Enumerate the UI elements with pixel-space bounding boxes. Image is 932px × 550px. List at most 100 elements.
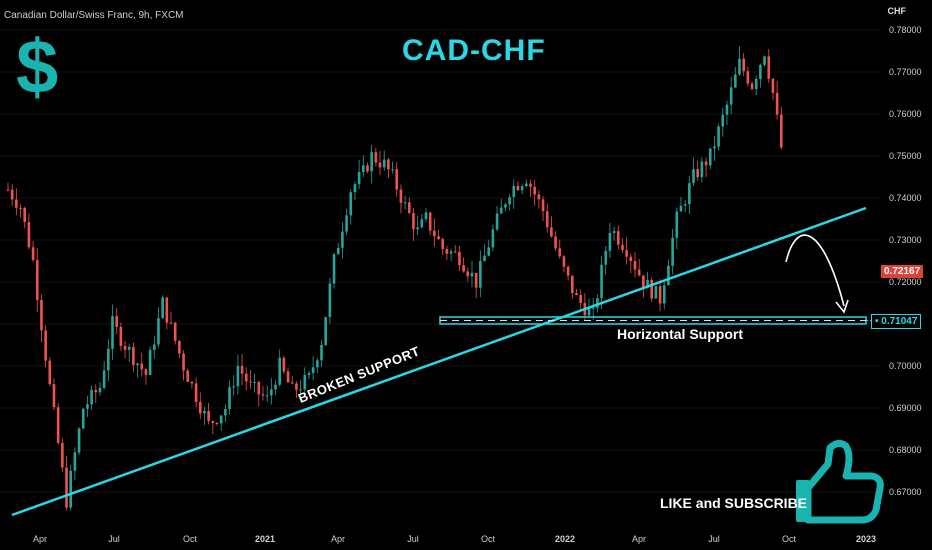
candle-body [299,389,302,391]
candle-body [224,409,227,416]
y-tick-label: 0.70000 [889,361,922,371]
candle-body [136,363,139,366]
candle-body [579,295,582,304]
grid-lines [0,29,880,493]
candle-body [642,275,645,289]
candle-body [470,272,474,277]
candle-body [679,205,683,212]
candle-body [621,244,624,251]
candle-body [499,207,503,214]
candle-body [596,298,599,308]
x-tick-label: Apr [33,534,47,544]
candle-body [295,383,298,390]
candle-body [637,269,641,276]
candle-body [374,152,378,163]
candle-body [211,421,215,423]
candle-body [754,78,758,89]
candle-body [658,286,662,304]
candle-body [19,207,22,209]
candle-body [173,322,177,341]
candle-body [362,165,365,172]
x-tick-label: 2021 [255,534,275,544]
trendline-broken-support [11,206,867,517]
candle-body [587,308,591,316]
candle-body [558,248,562,257]
candle-body [320,344,323,361]
candle-body [332,254,336,284]
candle-body [654,286,658,299]
candle-body [746,71,750,84]
candle-body [370,152,373,172]
candle-body [290,382,294,384]
candle-body [491,229,495,248]
candle-body [616,231,620,245]
candle-body [729,87,733,105]
candle-body [395,169,399,190]
candle-body [399,189,403,203]
y-tick-label: 0.73000 [889,235,922,245]
candle-body [537,194,541,200]
candle-body [349,192,353,216]
y-tick-label: 0.67000 [889,487,922,497]
candle-body [767,56,771,79]
candle-body [15,199,18,208]
like-subscribe-label: LIKE and SUBSCRIBE [660,495,808,511]
y-tick-label: 0.75000 [889,151,922,161]
candle-body [391,169,394,171]
y-tick-label: 0.78000 [889,25,922,35]
candle-body [625,250,628,257]
symbol-label: Canadian Dollar/Swiss Franc, 9h, FXCM [4,10,184,21]
candle-body [575,292,578,296]
currency-label: CHF [887,6,907,16]
candle-body [127,346,131,350]
candle-body [487,247,490,256]
candle-body [479,261,482,288]
candle-body [600,264,603,299]
candle-body [111,316,114,349]
candle-body [646,280,649,289]
candle-body [107,348,110,371]
candle-body [428,212,432,231]
candle-body [407,202,411,213]
candle-body [512,185,516,198]
candle-body [244,373,248,382]
y-axis: 0.670000.680000.690000.700000.710000.720… [889,25,922,497]
candle-body [257,381,261,395]
candle-body [307,373,311,375]
candle-body [336,247,340,255]
candle-body [40,300,43,331]
candle-body [717,126,720,147]
candle-body [533,186,536,195]
candle-body [775,92,779,115]
support-price-tag: • 0.71047 [871,314,922,329]
y-tick-label: 0.76000 [889,109,922,119]
candle-body [612,231,616,233]
candle-body [780,114,783,148]
candle-body [44,330,47,361]
candle-body [713,146,716,149]
candlesticks [6,46,783,511]
candle-body [725,104,729,115]
candle-body [73,452,77,471]
x-tick-label: Apr [331,534,345,544]
candle-body [688,183,691,205]
horizontal-support-label: Horizontal Support [617,326,743,342]
candle-body [696,169,699,178]
candle-body [265,395,269,397]
candle-body [81,408,85,429]
candle-body [215,422,219,424]
candle-body [508,197,511,205]
candle-body [604,250,608,265]
candle-body [562,256,566,267]
candle-body [190,381,194,384]
candle-body [462,265,465,272]
candle-body [759,64,762,79]
candle-body [132,346,135,366]
candle-body [466,271,470,277]
candle-body [6,189,10,191]
candle-body [591,307,595,309]
candle-body [10,189,14,200]
candle-body [253,381,256,383]
candle-body [240,366,244,374]
